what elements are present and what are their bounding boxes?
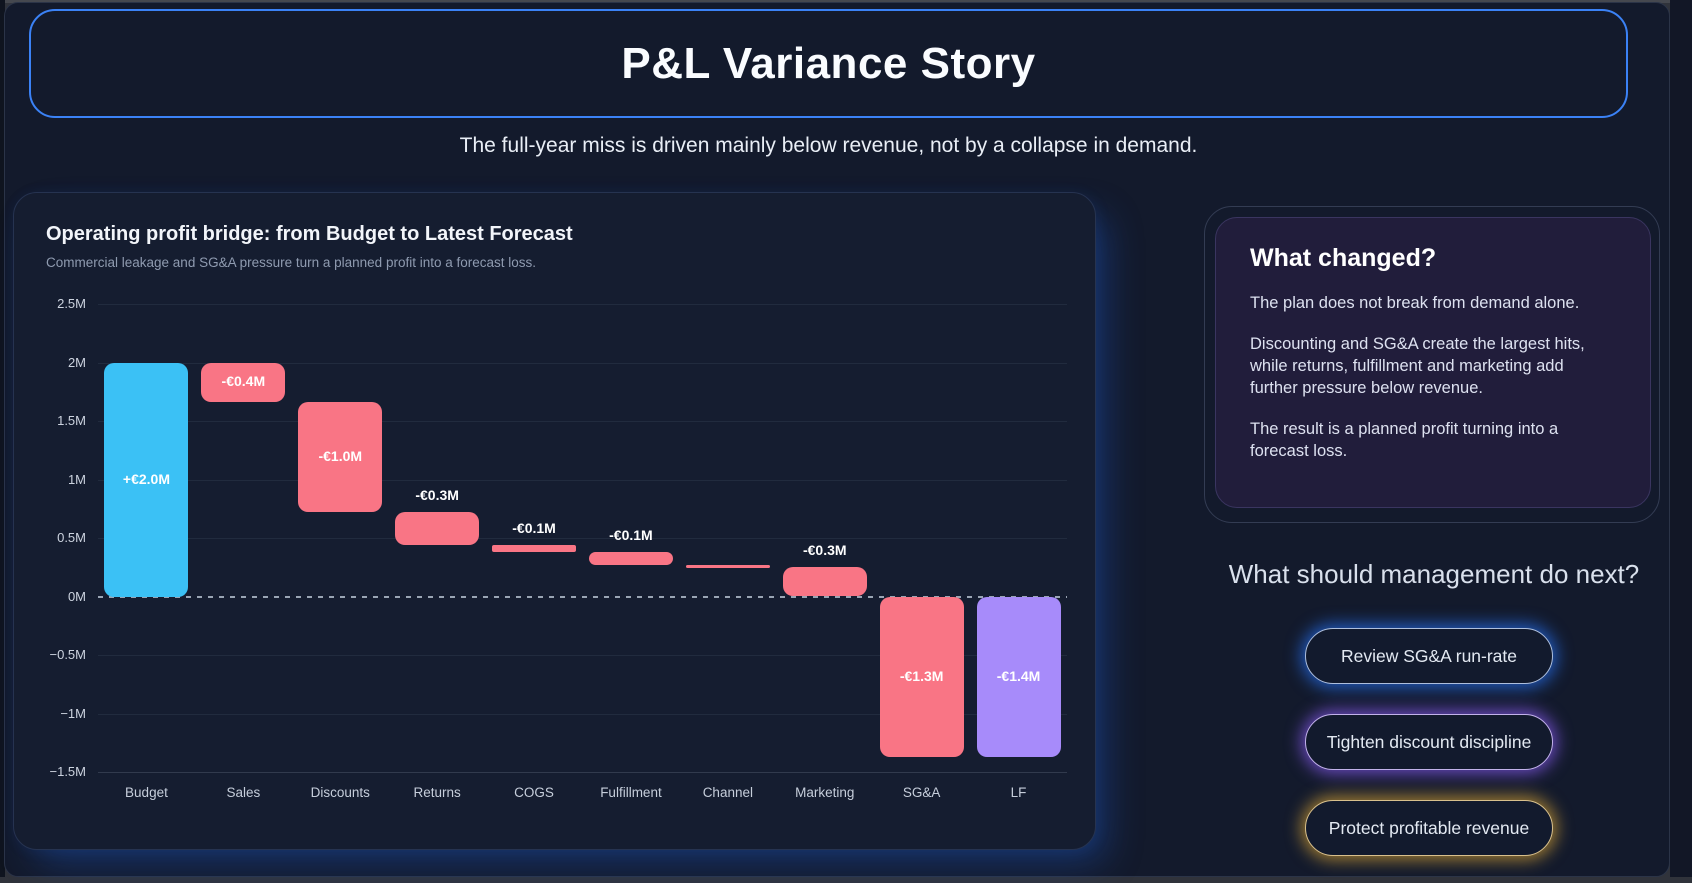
y-axis-tick-label: 1.5M (57, 413, 86, 428)
what-changed-paragraph-2: Discounting and SG&A create the largest … (1250, 334, 1585, 397)
y-axis-tick-label: 0.5M (57, 530, 86, 545)
title-banner: P&L Variance Story (29, 9, 1628, 118)
y-axis-tick-label: −0.5M (49, 647, 87, 662)
y-axis-tick-label: 2.5M (57, 296, 86, 311)
y-axis-tick-label: 2M (67, 354, 86, 370)
bar-returns[interactable] (395, 512, 480, 545)
x-axis-tick-marketing: Marketing (795, 785, 855, 800)
x-axis-tick-channel: Channel (702, 785, 753, 800)
bar-value-label-returns: -€0.3M (415, 487, 459, 504)
gridline (98, 538, 1067, 539)
action-button-review-sg-a-run-rate[interactable]: Review SG&A run-rate (1305, 628, 1553, 684)
y-axis-tick-label: 0M (67, 588, 86, 604)
chart-title: Operating profit bridge: from Budget to … (46, 223, 573, 245)
bar-value-label-lf: -€1.4M (996, 667, 1041, 684)
bar-sales[interactable] (201, 362, 286, 403)
left-gutter (0, 0, 5, 877)
dashboard-frame: P&L Variance Story The full-year miss is… (4, 2, 1670, 877)
zero-baseline-dashed (98, 595, 1067, 598)
bar-value-label-fulfillment: -€0.1M (609, 527, 653, 544)
bar-fulfillment[interactable] (588, 552, 673, 565)
y-axis-tick-label: 1M (67, 471, 86, 487)
x-axis-tick-budget: Budget (125, 785, 168, 800)
bar-lf[interactable] (976, 596, 1061, 757)
x-axis-tick-cogs: COGS (514, 785, 554, 800)
gridline (98, 362, 1067, 364)
bar-value-label-marketing: -€0.3M (802, 541, 847, 558)
x-axis-tick-sg-a: SG&A (902, 785, 941, 800)
bar-discounts[interactable] (298, 402, 383, 513)
page-subtitle: The full-year miss is driven mainly belo… (459, 134, 1198, 157)
action-button-tighten-discount-discipline[interactable]: Tighten discount discipline (1305, 714, 1553, 770)
gridline (98, 772, 1067, 773)
bar-value-label-sales: -€0.4M (221, 373, 266, 390)
x-axis-tick-fulfillment: Fulfillment (600, 785, 662, 800)
chart-subtitle: Commercial leakage and SG&A pressure tur… (46, 255, 537, 270)
waterfall-plot-area: 2.5M 2M 1.5M 1M 0.5M 0M −0.5M −1M −1.5M +€2.0M Bud… (14, 193, 1095, 849)
what-changed-card: What changed? The plan does not break fr… (1204, 206, 1660, 523)
x-axis-tick-discounts: Discounts (310, 785, 370, 800)
right-gutter (1670, 0, 1692, 877)
actions-heading: What should management do next? (1228, 559, 1640, 589)
what-changed-paragraph-3: The result is a planned profit turning i… (1250, 419, 1559, 460)
window-top-edge (0, 0, 1692, 3)
what-changed-paragraph-1: The plan does not break from demand alon… (1250, 294, 1580, 312)
what-changed-title: What changed? (1250, 244, 1437, 272)
bar-sg-a[interactable] (879, 596, 964, 757)
bar-marketing[interactable] (782, 566, 867, 597)
bar-channel[interactable] (685, 564, 770, 568)
bar-budget[interactable] (104, 362, 189, 597)
gridline (98, 713, 1067, 715)
action-button-protect-profitable-revenue[interactable]: Protect profitable revenue (1305, 800, 1553, 856)
x-axis-tick-lf: LF (1010, 785, 1027, 800)
gridline (98, 479, 1067, 481)
bar-value-label-budget: +€2.0M (122, 470, 170, 487)
what-changed-body: The plan does not break from demand alon… (1250, 293, 1616, 463)
gridline (98, 421, 1067, 422)
y-axis-tick-label: −1M (60, 705, 86, 721)
bar-value-label-discounts: -€1.0M (318, 448, 363, 465)
x-axis-tick-sales: Sales (226, 785, 261, 800)
bar-value-label-cogs: -€0.1M (512, 520, 556, 537)
waterfall-chart-card: Operating profit bridge: from Budget to … (13, 192, 1096, 850)
y-axis-tick-label: −1.5M (49, 764, 87, 779)
gridline (98, 655, 1067, 656)
gridline (98, 304, 1067, 305)
bar-value-label-sg-a: -€1.3M (899, 667, 944, 684)
bar-cogs[interactable] (492, 545, 577, 553)
x-axis-tick-returns: Returns (413, 785, 461, 800)
page-title: P&L Variance Story (621, 38, 1036, 88)
